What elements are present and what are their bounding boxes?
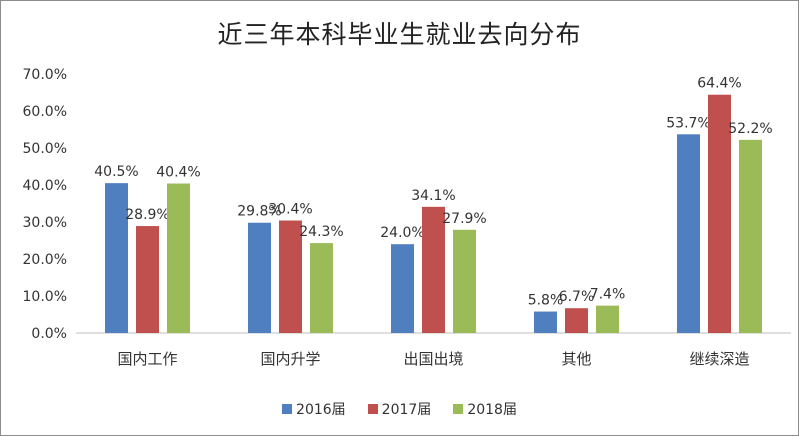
- data-label: 40.5%: [94, 164, 138, 180]
- data-label: 5.8%: [528, 293, 564, 309]
- data-label: 6.7%: [559, 289, 595, 305]
- bar: [677, 134, 700, 333]
- bar: [708, 94, 731, 333]
- y-tick-label: 30.0%: [23, 215, 67, 231]
- legend-label: 2017届: [381, 402, 432, 418]
- bar: [565, 308, 588, 333]
- bar: [534, 311, 557, 333]
- legend-label: 2016届: [296, 402, 346, 418]
- data-label: 24.3%: [299, 224, 343, 240]
- bar: [248, 222, 271, 333]
- bar: [279, 220, 302, 333]
- y-tick-label: 0.0%: [31, 326, 67, 342]
- bar: [105, 183, 128, 333]
- bar: [136, 226, 159, 333]
- bar: [739, 139, 762, 333]
- legend-label: 2018届: [467, 402, 517, 418]
- y-tick-label: 70.0%: [23, 67, 67, 83]
- y-tick-label: 40.0%: [23, 178, 67, 194]
- bar: [453, 229, 476, 333]
- data-label: 53.7%: [666, 115, 710, 131]
- legend-swatch: [453, 404, 464, 414]
- data-label: 7.4%: [590, 287, 626, 303]
- x-tick-label: 国内升学: [260, 350, 320, 368]
- bar: [167, 183, 190, 333]
- data-label: 52.2%: [728, 121, 772, 137]
- bar: [391, 244, 414, 333]
- data-label: 30.4%: [268, 202, 312, 218]
- legend-item: 2017届: [367, 399, 432, 419]
- legend-item: 2016届: [282, 399, 346, 419]
- y-tick-label: 50.0%: [23, 141, 67, 157]
- y-tick-label: 10.0%: [23, 289, 67, 305]
- x-tick-label: 国内工作: [117, 350, 177, 368]
- data-label: 34.1%: [411, 188, 455, 204]
- chart-title: 近三年本科毕业生就业去向分布: [217, 20, 582, 49]
- bar: [422, 206, 445, 333]
- data-label: 27.9%: [442, 211, 486, 227]
- x-tick-label: 其他: [561, 350, 591, 368]
- chart-legend: 2016届 2017届 2018届: [1, 399, 798, 419]
- y-tick-label: 60.0%: [23, 104, 67, 120]
- data-label: 29.8%: [237, 204, 281, 220]
- legend-swatch: [282, 404, 293, 414]
- data-label: 64.4%: [697, 76, 741, 92]
- data-label: 24.0%: [380, 225, 424, 241]
- data-label: 28.9%: [125, 207, 169, 223]
- data-label: 40.4%: [156, 165, 200, 181]
- legend-swatch: [367, 404, 378, 414]
- x-tick-label: 继续深造: [689, 350, 749, 368]
- x-tick-label: 出国出境: [403, 350, 463, 368]
- y-tick-label: 20.0%: [23, 252, 67, 268]
- legend-item: 2018届: [453, 399, 517, 419]
- bar: [596, 305, 619, 333]
- bar: [310, 243, 333, 333]
